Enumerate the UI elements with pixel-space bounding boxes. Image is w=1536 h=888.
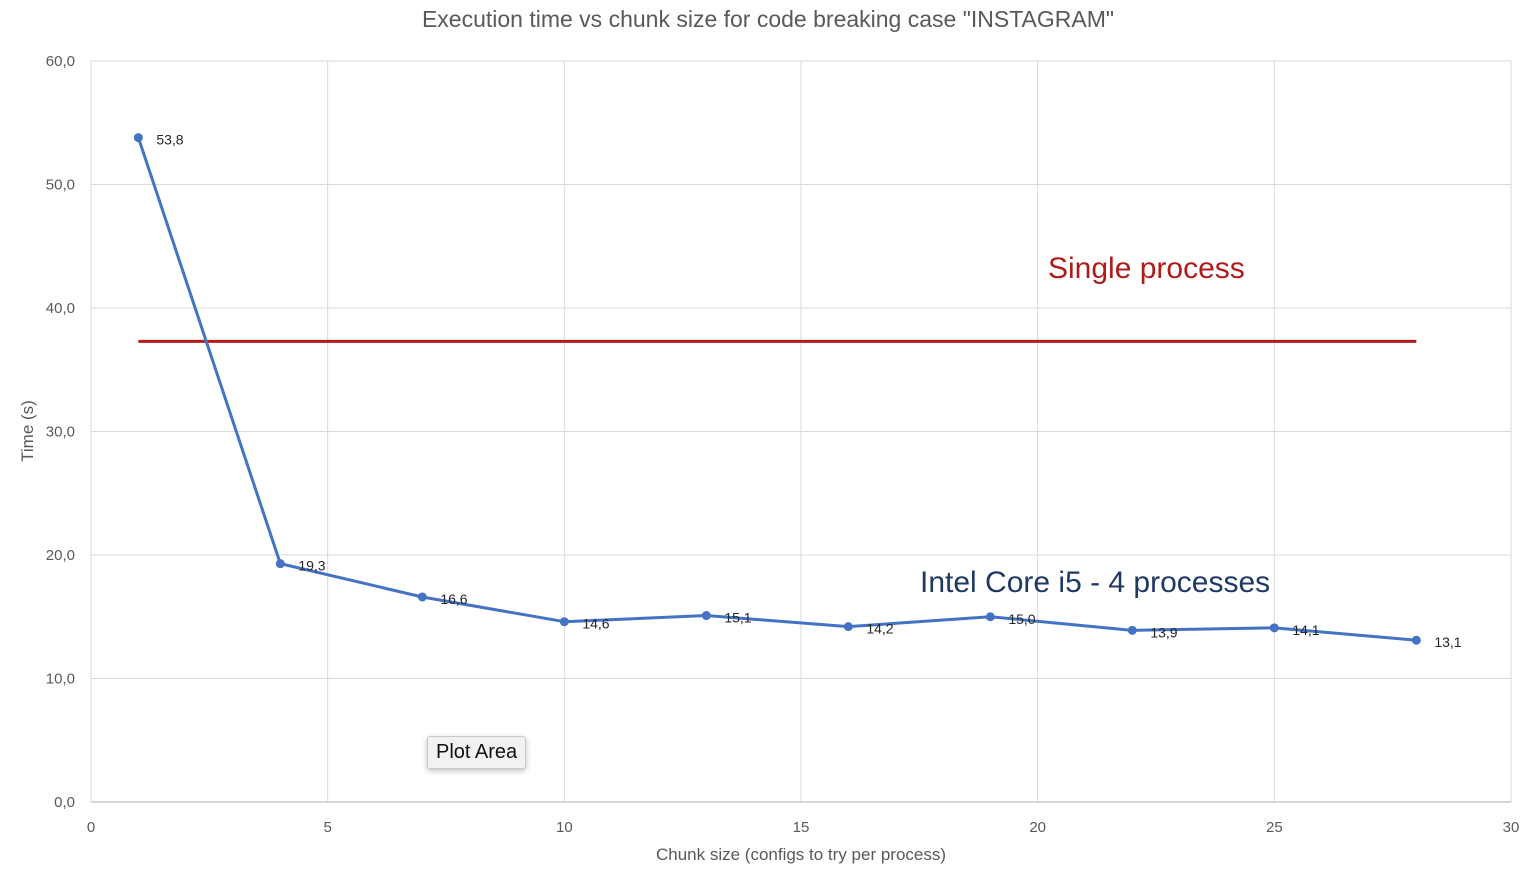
x-axis-label: Chunk size (configs to try per process)	[655, 845, 947, 864]
data-point	[275, 559, 285, 569]
y-tick-label: 20,0	[46, 547, 75, 564]
data-label: 13,9	[1150, 624, 1177, 640]
data-label: 14,1	[1292, 622, 1319, 638]
y-tick-label: 60,0	[46, 53, 75, 70]
x-tick-label: 15	[793, 819, 810, 836]
y-tick-label: 50,0	[46, 177, 75, 194]
x-tick-label: 5	[323, 819, 331, 836]
x-tick-label: 20	[1029, 819, 1046, 836]
y-tick-label: 0,0	[54, 794, 75, 811]
series-line-intel-core-i5	[136, 137, 1417, 642]
x-tick-label: 30	[1503, 819, 1520, 836]
x-tick-label: 10	[556, 819, 573, 836]
data-label: 19,3	[298, 558, 325, 574]
x-tick-label: 25	[1266, 819, 1283, 836]
x-tick-label: 0	[87, 819, 95, 836]
data-point	[559, 617, 569, 627]
y-tick-label: 30,0	[46, 424, 75, 441]
data-label: 13,1	[1434, 634, 1461, 650]
data-point	[843, 622, 853, 632]
data-point	[701, 611, 711, 621]
data-label: 16,6	[440, 591, 467, 607]
data-point	[1411, 635, 1421, 645]
data-point	[985, 612, 995, 622]
data-point	[133, 133, 143, 143]
data-label: 53,8	[156, 132, 183, 148]
y-tick-label: 10,0	[46, 671, 75, 688]
data-point	[1269, 623, 1279, 633]
annotation-intel-core-i5: Intel Core i5 - 4 processes	[920, 566, 1270, 599]
annotation-single-process: Single process	[1048, 252, 1245, 285]
data-label: 15,0	[1008, 611, 1035, 627]
plot-area-tooltip: Plot Area	[427, 736, 527, 769]
y-tick-label: 40,0	[46, 300, 75, 317]
data-label: 14,2	[866, 621, 893, 637]
data-label: 15,1	[724, 610, 751, 626]
data-point	[417, 592, 427, 602]
data-label: 14,6	[582, 616, 609, 632]
data-point	[1127, 625, 1137, 635]
chart-title: Execution time vs chunk size for code br…	[421, 6, 1115, 32]
